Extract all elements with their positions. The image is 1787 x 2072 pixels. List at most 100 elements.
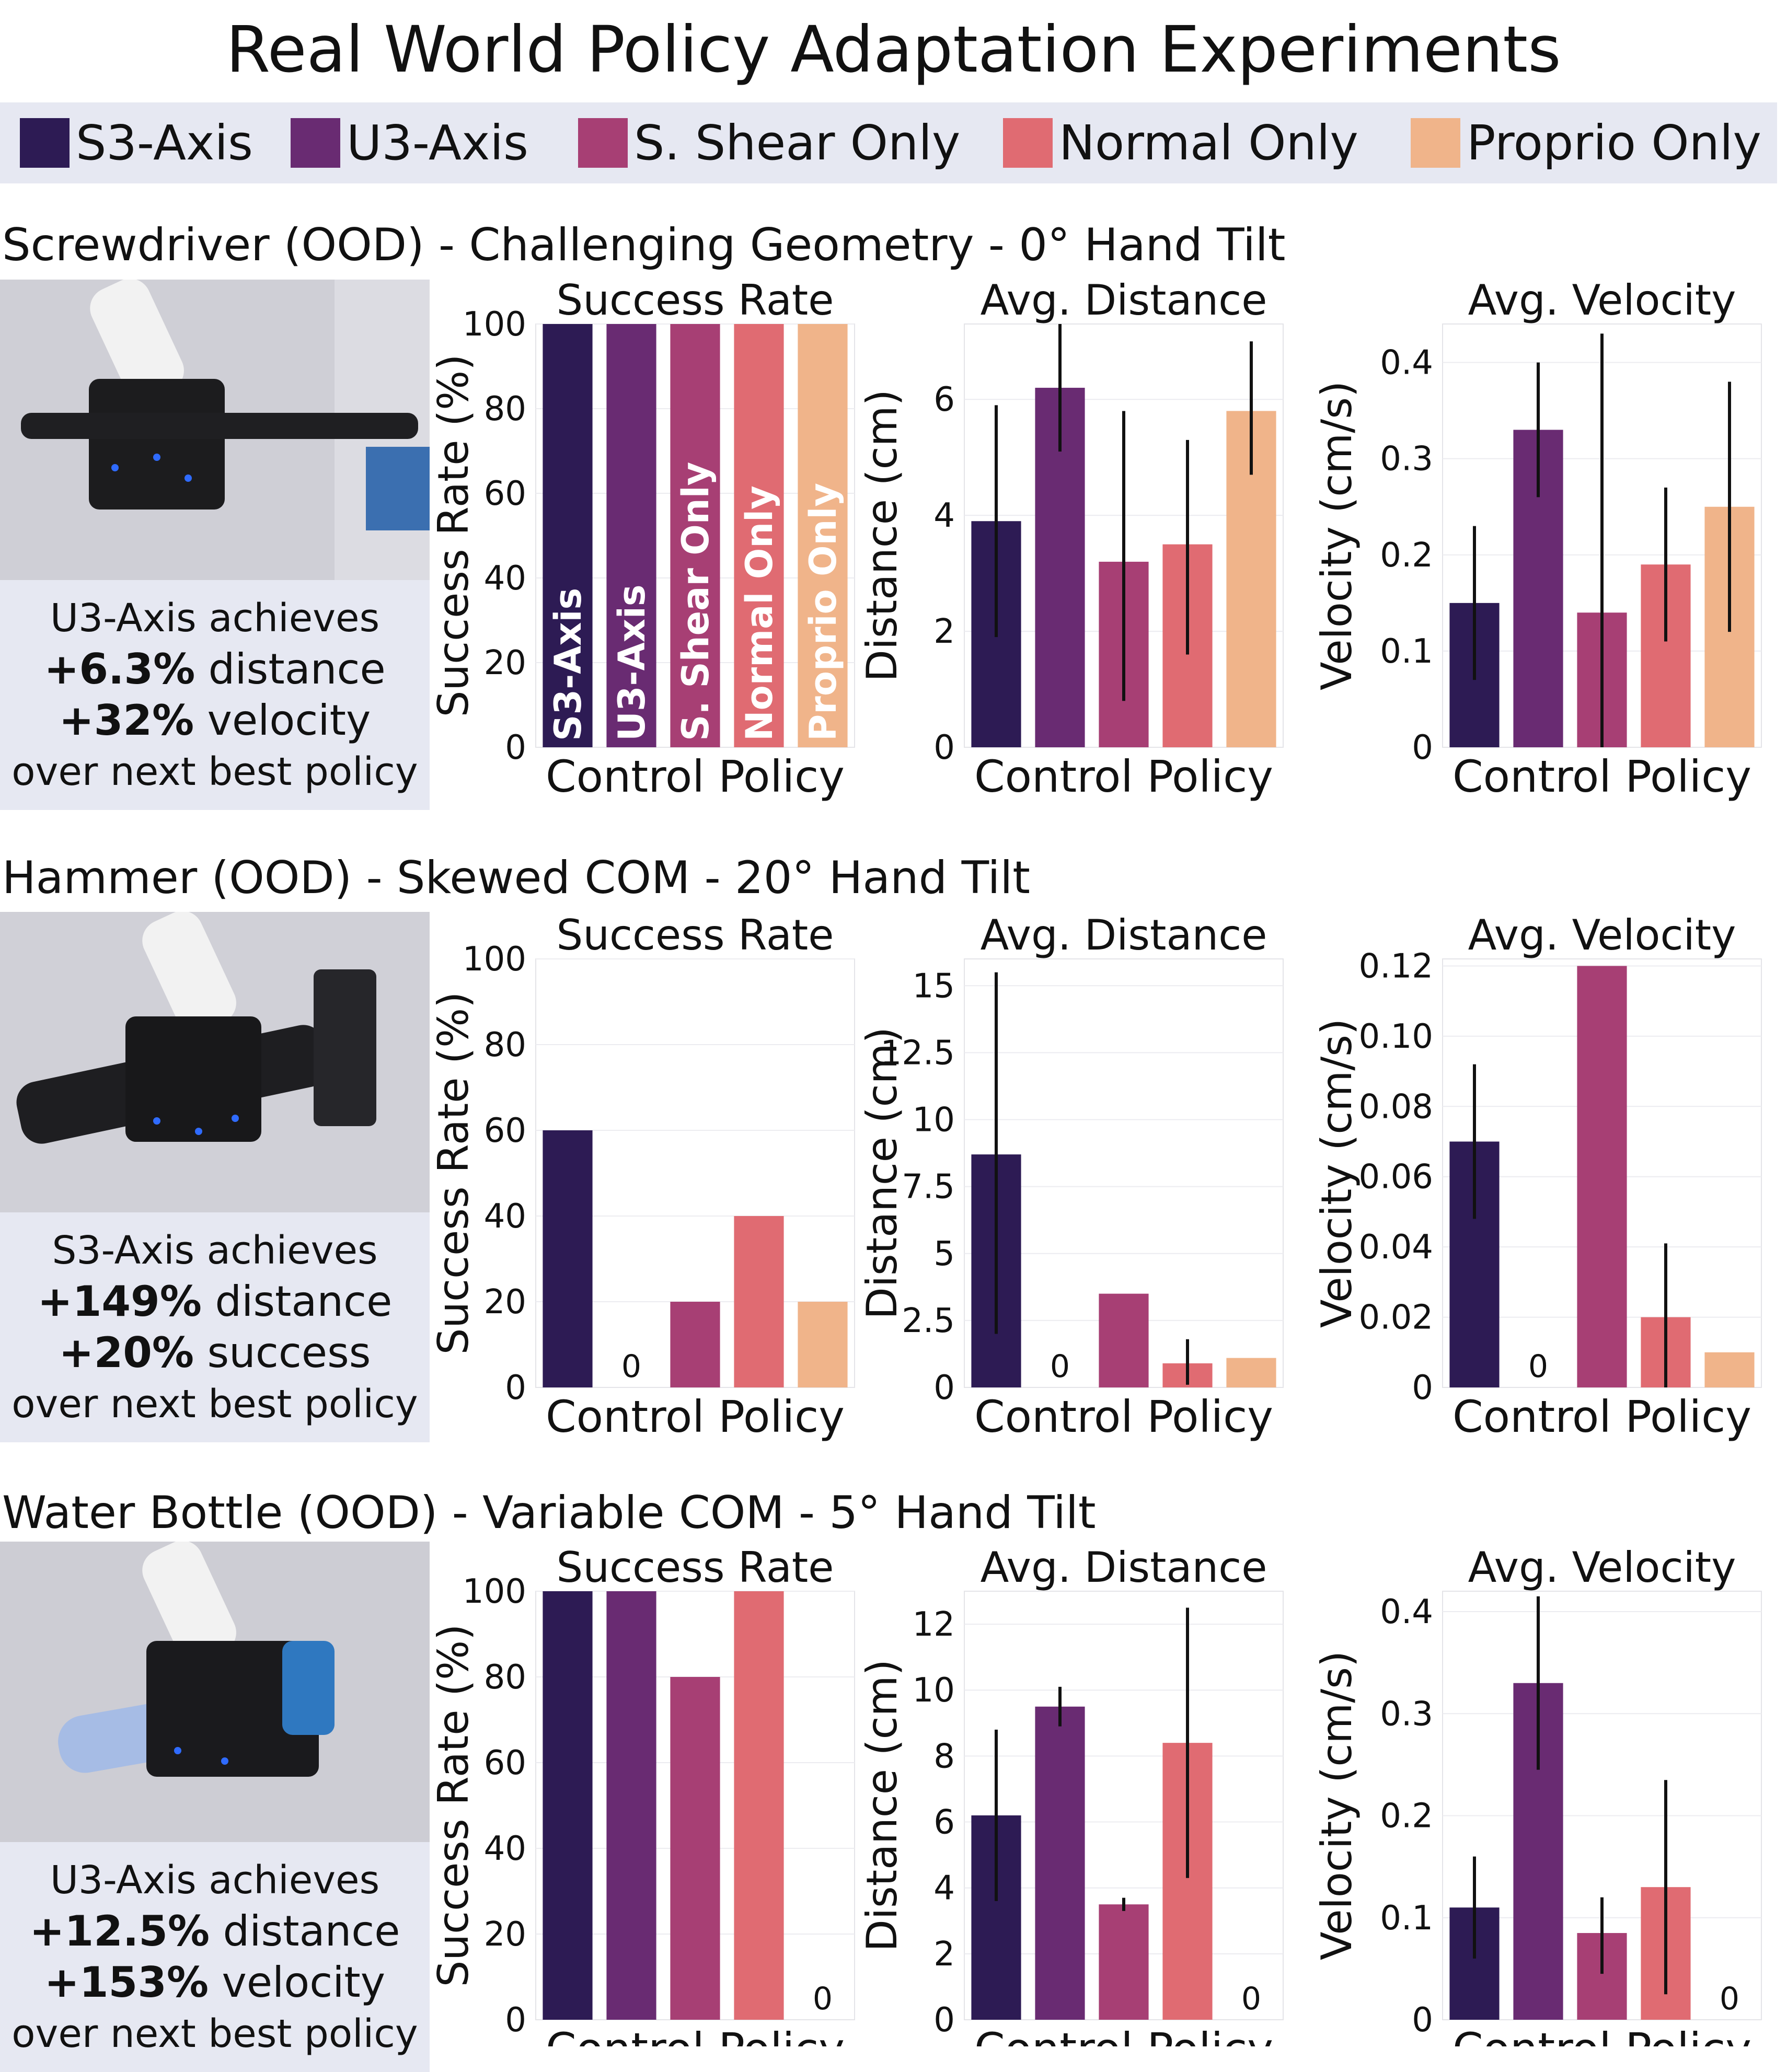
x-axis-label: Control Policy: [546, 751, 845, 802]
y-tick-label: 20: [484, 1283, 526, 1322]
legend-label: U3-Axis: [347, 114, 528, 171]
bar: [1641, 1317, 1691, 1387]
bar: [734, 1216, 784, 1387]
y-tick-label: 2: [933, 1935, 955, 1974]
summary-highlight: +20%: [59, 1328, 194, 1377]
summary-line: U3-Axis achieves: [50, 596, 380, 641]
bar: [1704, 1352, 1755, 1387]
y-tick-label: 0.04: [1359, 1228, 1434, 1267]
zero-value-label: 0: [1050, 1348, 1070, 1385]
y-axis-label: Success Rate (%): [429, 1624, 478, 1987]
summary-line: +149% distance: [38, 1276, 393, 1327]
y-tick-label: 0.3: [1380, 440, 1433, 479]
bar: [1035, 1706, 1085, 2020]
legend-item: U3-Axis: [291, 102, 528, 183]
bar: [606, 324, 656, 747]
y-tick-label: 0: [933, 1369, 955, 1407]
bar: [606, 1591, 656, 2020]
legend-label: S. Shear Only: [634, 114, 961, 171]
zero-value-label: 0: [621, 1348, 641, 1385]
chart-title: Avg. Distance: [981, 276, 1267, 325]
y-tick-label: 15: [913, 967, 955, 1005]
y-tick-label: 0: [505, 728, 526, 767]
x-axis-label: Control Policy: [1452, 2023, 1751, 2046]
summary-highlight: +153%: [44, 1958, 209, 2007]
y-tick-label: 0: [505, 2001, 526, 2040]
summary-line: over next best policy: [11, 2011, 418, 2056]
bar: [971, 1815, 1021, 2020]
x-axis-label: Control Policy: [974, 2023, 1273, 2046]
bar: [670, 1677, 720, 2020]
legend-swatch: [1003, 118, 1053, 168]
bar: [1577, 1933, 1627, 2020]
summary-highlight: +149%: [37, 1277, 202, 1326]
y-tick-label: 100: [463, 1572, 526, 1611]
in-bar-label: U3-Axis: [610, 584, 653, 741]
bar: [1226, 411, 1276, 747]
legend-swatch: [291, 118, 340, 168]
bar: [1577, 612, 1627, 747]
chart-title: Avg. Velocity: [1468, 276, 1736, 325]
summary-metric: success: [207, 1328, 371, 1377]
bar: [798, 1302, 848, 1387]
bar: [734, 1591, 784, 2020]
in-bar-label: S3-Axis: [547, 588, 590, 741]
y-axis-label: Success Rate (%): [429, 992, 478, 1355]
bar: [1641, 564, 1691, 747]
y-tick-label: 60: [484, 1112, 526, 1150]
chart-title: Avg. Distance: [981, 1543, 1267, 1592]
y-tick-label: 80: [484, 1658, 526, 1697]
bar: [1449, 1907, 1500, 2020]
chart-title: Avg. Velocity: [1468, 911, 1736, 959]
y-tick-label: 40: [484, 559, 526, 598]
y-tick-label: 40: [484, 1830, 526, 1868]
chart-title: Success Rate: [557, 911, 834, 959]
bar: [543, 1591, 593, 2020]
zero-value-label: 0: [813, 1981, 833, 2017]
screwdriver-photo: [0, 280, 430, 580]
x-axis-label: Control Policy: [974, 751, 1273, 802]
y-tick-label: 0.3: [1380, 1695, 1433, 1733]
zero-value-label: 0: [1241, 1981, 1261, 2017]
y-tick-label: 0.08: [1359, 1087, 1434, 1126]
legend-item: S. Shear Only: [578, 102, 960, 183]
x-axis-label: Control Policy: [1452, 1391, 1751, 1442]
y-axis-label: Distance (cm): [858, 1027, 906, 1319]
legend-item: S3-Axis: [20, 102, 253, 183]
chart-title: Avg. Velocity: [1468, 1543, 1736, 1592]
y-tick-label: 0.2: [1380, 1797, 1433, 1836]
in-bar-label: Proprio Only: [802, 483, 845, 741]
y-tick-label: 12.5: [881, 1034, 955, 1072]
summary-line: U3-Axis achieves: [50, 1858, 380, 1903]
summary-highlight: +32%: [59, 696, 194, 745]
y-tick-label: 0: [933, 2001, 955, 2040]
y-tick-label: 0.2: [1380, 536, 1433, 575]
y-tick-label: 80: [484, 1026, 526, 1064]
y-tick-label: 0.1: [1380, 632, 1433, 671]
y-tick-label: 4: [933, 496, 955, 535]
y-tick-label: 4: [933, 1869, 955, 1908]
y-tick-label: 100: [463, 940, 526, 979]
bar: [734, 324, 784, 747]
section-title: Hammer (OOD) - Skewed COM - 20° Hand Til…: [2, 852, 1030, 904]
bar: [1162, 544, 1213, 747]
y-tick-label: 0.06: [1359, 1158, 1434, 1197]
y-tick-label: 0.1: [1380, 1899, 1433, 1938]
bar: [1577, 966, 1627, 1387]
summary-line: +12.5% distance: [30, 1906, 400, 1957]
y-tick-label: 2.5: [902, 1302, 955, 1340]
y-axis-label: Distance (cm): [858, 389, 906, 682]
y-axis-label: Success Rate (%): [429, 354, 478, 717]
legend: S3-Axis U3-Axis S. Shear Only Normal Onl…: [0, 102, 1777, 183]
plot-area: [964, 323, 1284, 748]
x-axis-label: Control Policy: [546, 1391, 845, 1442]
y-tick-label: 10: [913, 1101, 955, 1140]
y-tick-label: 60: [484, 1744, 526, 1782]
y-tick-label: 8: [933, 1737, 955, 1776]
y-tick-label: 80: [484, 390, 526, 429]
y-axis-label: Velocity (cm/s): [1312, 1651, 1361, 1960]
y-tick-label: 60: [484, 474, 526, 513]
y-tick-label: 100: [463, 305, 526, 344]
y-tick-label: 0: [505, 1369, 526, 1407]
y-tick-label: 20: [484, 1915, 526, 1954]
